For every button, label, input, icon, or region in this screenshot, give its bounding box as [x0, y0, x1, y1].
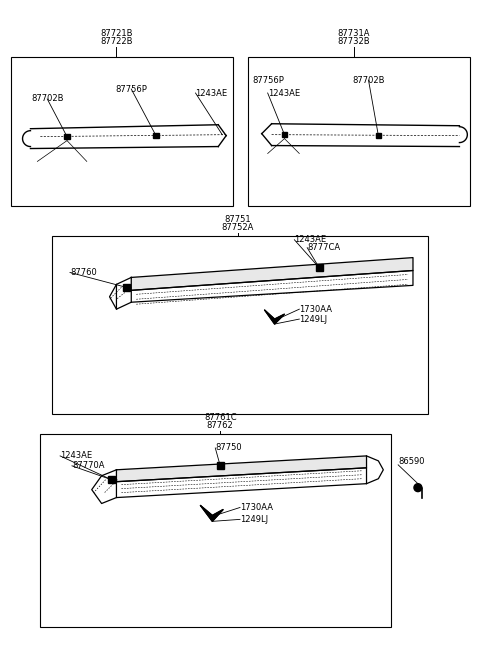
Polygon shape: [117, 468, 367, 497]
Text: 1243AE: 1243AE: [195, 89, 228, 97]
Polygon shape: [117, 456, 367, 482]
Text: 8777CA: 8777CA: [307, 243, 340, 252]
Text: 86590: 86590: [398, 457, 425, 466]
Text: 1249LJ: 1249LJ: [300, 315, 327, 324]
Bar: [316, 264, 323, 271]
Text: 87702B: 87702B: [352, 76, 385, 85]
Polygon shape: [131, 258, 413, 290]
Bar: [248, 57, 470, 206]
Text: 87756P: 87756P: [253, 76, 285, 85]
Text: 87756P: 87756P: [115, 85, 147, 93]
Text: 87761C: 87761C: [204, 413, 237, 422]
Text: 87752A: 87752A: [222, 223, 254, 232]
Text: 1730AA: 1730AA: [240, 503, 273, 512]
Text: 1243AE: 1243AE: [60, 451, 92, 461]
Text: 87722B: 87722B: [100, 37, 132, 47]
Text: 87762: 87762: [207, 421, 234, 430]
Text: 1249LJ: 1249LJ: [240, 515, 268, 524]
Text: 87770A: 87770A: [72, 461, 105, 470]
Text: 87751: 87751: [225, 215, 252, 224]
Bar: [282, 132, 287, 137]
Text: 87750: 87750: [216, 443, 242, 453]
Polygon shape: [131, 271, 413, 302]
Bar: [64, 134, 70, 139]
Polygon shape: [201, 505, 223, 522]
Bar: [11, 57, 233, 206]
Bar: [52, 236, 428, 415]
Bar: [153, 133, 159, 139]
Text: 1243AE: 1243AE: [268, 89, 300, 97]
Text: 1243AE: 1243AE: [294, 235, 326, 244]
Text: 87721B: 87721B: [100, 30, 132, 39]
Bar: [217, 463, 224, 469]
Bar: [123, 284, 130, 291]
Circle shape: [414, 484, 422, 491]
Text: 87732B: 87732B: [337, 37, 370, 47]
Bar: [40, 434, 391, 627]
Text: 87760: 87760: [70, 268, 97, 277]
Bar: [108, 476, 115, 483]
Polygon shape: [264, 310, 285, 324]
Bar: [376, 133, 381, 139]
Text: 1730AA: 1730AA: [300, 305, 332, 313]
Text: 87731A: 87731A: [337, 30, 370, 39]
Text: 87702B: 87702B: [31, 95, 63, 103]
